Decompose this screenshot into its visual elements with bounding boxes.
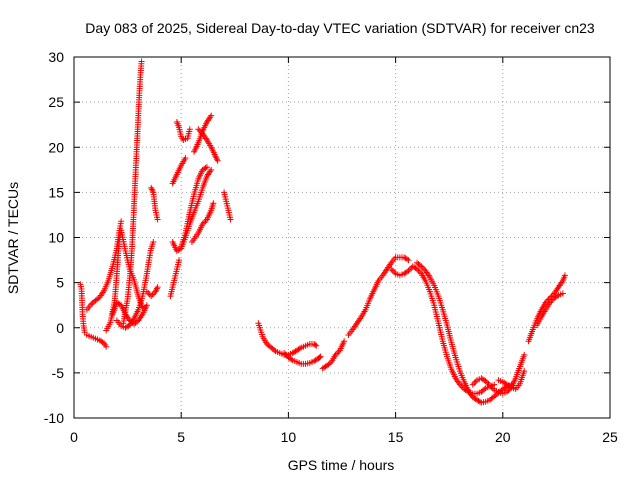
series-arc-b [83, 331, 110, 350]
data-point-marker [469, 381, 476, 388]
y-axis-label: SDTVAR / TECUs [5, 182, 21, 294]
series-arc-l [178, 164, 210, 250]
data-point-marker [288, 356, 295, 363]
series-arc-a [77, 281, 88, 336]
y-tick-label: 15 [48, 184, 64, 200]
data-point-marker [149, 291, 156, 298]
data-point-marker [138, 58, 145, 65]
data-point-marker [182, 155, 189, 162]
series-arc-h [148, 184, 161, 223]
data-point-marker [149, 187, 156, 194]
series-arc-q [195, 126, 221, 164]
data-point-marker [271, 347, 278, 354]
data-point-marker [210, 200, 217, 207]
y-tick-label: -10 [44, 410, 64, 426]
y-tick-label: 10 [48, 230, 64, 246]
x-tick-label: 10 [281, 429, 297, 445]
data-point-marker [419, 264, 426, 271]
data-point-marker [405, 257, 412, 264]
data-point-marker [416, 262, 423, 269]
data-point-marker [154, 284, 161, 291]
data-point-marker [133, 318, 140, 325]
data-point-marker [521, 368, 528, 375]
series-arc-z [495, 368, 528, 393]
grid-lines [74, 57, 610, 418]
data-point-marker [143, 302, 150, 309]
series-arc-v [345, 254, 412, 338]
data-point-marker [404, 256, 411, 263]
series-arc-ab [534, 290, 566, 329]
series-arc-t [281, 350, 324, 367]
data-points [77, 58, 568, 406]
data-point-marker [506, 383, 513, 390]
x-tick-label: 25 [602, 429, 618, 445]
y-tick-label: 25 [48, 94, 64, 110]
data-point-marker [326, 360, 333, 367]
data-point-marker [282, 351, 289, 358]
data-point-marker [148, 293, 155, 300]
data-point-marker [296, 345, 303, 352]
data-point-marker [227, 216, 234, 223]
data-point-marker [554, 293, 561, 300]
data-point-marker [313, 342, 320, 349]
series-arc-m [188, 200, 217, 246]
series-arc-x [414, 259, 515, 406]
series-arc-w [388, 263, 498, 397]
series-arc-i [143, 284, 161, 300]
data-point-marker [208, 112, 215, 119]
data-point-marker [213, 154, 220, 161]
series-arc-u [319, 338, 348, 372]
series-arc-s [255, 320, 320, 358]
data-point-marker [150, 239, 157, 246]
data-point-marker [202, 165, 209, 172]
data-point-marker [176, 246, 183, 253]
data-point-marker [561, 272, 568, 279]
series-arc-r [221, 189, 234, 223]
x-tick-label: 0 [70, 429, 78, 445]
data-point-marker [186, 126, 193, 133]
data-point-marker [176, 257, 183, 264]
data-point-marker [312, 341, 319, 348]
y-tick-label: 20 [48, 139, 64, 155]
data-point-marker [95, 295, 102, 302]
x-tick-label: 5 [177, 429, 185, 445]
series-arc-o [173, 118, 193, 144]
data-point-marker [153, 285, 160, 292]
series-arc-f [113, 239, 157, 331]
data-point-marker [118, 218, 125, 225]
y-tick-label: 0 [56, 320, 64, 336]
series-arc-c [83, 218, 125, 313]
data-point-marker [154, 216, 161, 223]
data-point-marker [559, 290, 566, 297]
series-arc-y [469, 351, 528, 397]
x-tick-label: 20 [495, 429, 511, 445]
data-point-marker [521, 351, 528, 358]
series-arc-n [169, 155, 189, 187]
axis-ticks [73, 56, 611, 419]
x-tick-labels: 0 5 10 15 20 25 [70, 429, 618, 445]
data-point-marker [103, 343, 110, 350]
y-tick-labels: -10 -5 0 5 10 15 20 25 30 [44, 49, 64, 426]
data-point-marker [145, 290, 152, 297]
x-tick-label: 15 [388, 429, 404, 445]
data-point-marker [341, 338, 348, 345]
series-arc-g [120, 58, 145, 327]
data-point-marker [214, 157, 221, 164]
data-point-marker [317, 353, 324, 360]
data-point-marker [208, 166, 215, 173]
data-point-marker [471, 380, 478, 387]
data-point-marker [148, 186, 155, 193]
data-point-marker [203, 164, 210, 171]
chart-title: Day 083 of 2025, Sidereal Day-to-day VTE… [85, 20, 595, 36]
data-point-marker [389, 267, 396, 274]
y-tick-label: 30 [48, 49, 64, 65]
y-tick-label: 5 [56, 275, 64, 291]
data-point-marker [316, 354, 323, 361]
y-tick-label: -5 [52, 365, 65, 381]
series-arc-j [167, 257, 183, 300]
data-point-marker [481, 386, 488, 393]
data-point-marker [99, 339, 106, 346]
x-axis-label: GPS time / hours [288, 457, 395, 473]
